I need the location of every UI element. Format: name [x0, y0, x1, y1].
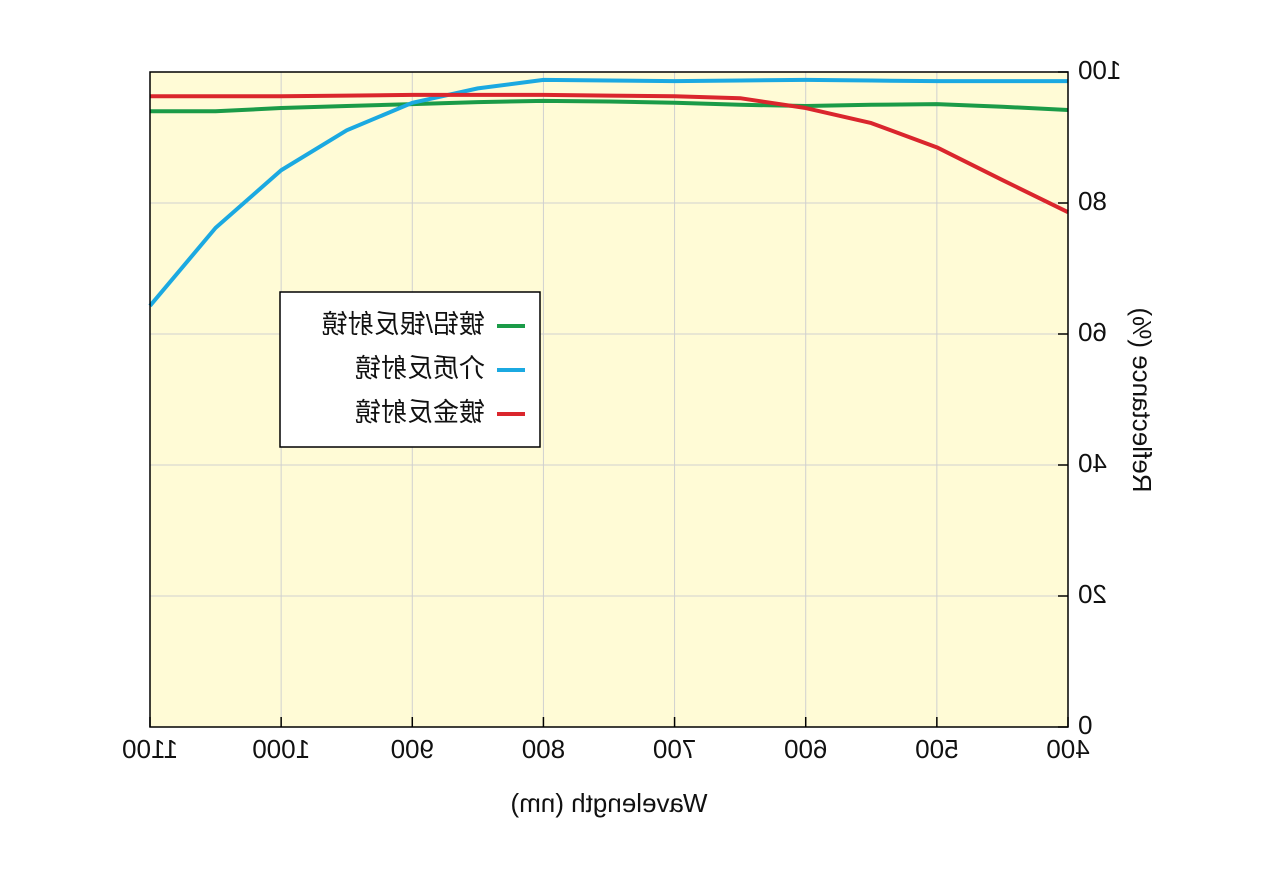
legend-label: 介质反射镜 — [355, 353, 485, 383]
y-axis-title: Reflectance (%) — [1127, 308, 1157, 493]
y-tick-label: 80 — [1078, 186, 1107, 216]
x-tick-label: 500 — [915, 734, 958, 764]
x-tick-label: 400 — [1046, 734, 1089, 764]
x-tick-label: 700 — [653, 734, 696, 764]
x-tick-label: 1000 — [252, 734, 310, 764]
legend-label: 镀铝/银反射镜 — [322, 309, 485, 339]
legend-box — [279, 291, 541, 448]
y-tick-label: 60 — [1078, 317, 1107, 347]
x-axis-title: Wavelength (nm) — [511, 788, 708, 818]
series-line — [150, 92, 1069, 214]
x-tick-label: 800 — [522, 734, 565, 764]
y-tick-label: 100 — [1078, 55, 1121, 85]
x-tick-label: 600 — [784, 734, 827, 764]
series-line — [150, 98, 1069, 114]
legend-label: 镀金反射镜 — [355, 397, 485, 427]
y-tick-label: 0 — [1078, 710, 1092, 740]
x-tick-label: 900 — [391, 734, 434, 764]
series-line — [148, 77, 1068, 308]
y-tick-label: 20 — [1078, 579, 1107, 609]
x-tick-label: 1100 — [122, 734, 178, 764]
plot-frame — [149, 71, 1069, 728]
y-tick-label: 40 — [1078, 448, 1107, 478]
